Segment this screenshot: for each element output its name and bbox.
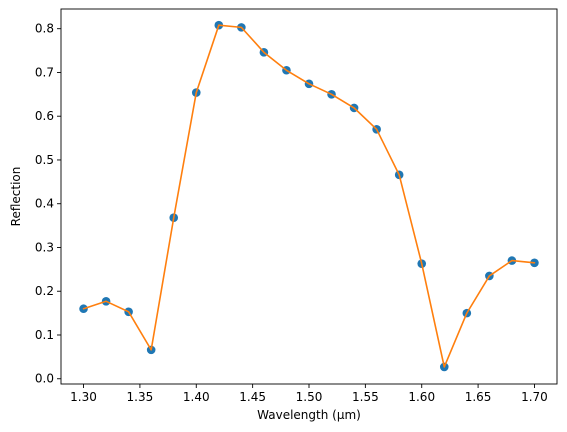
x-tick-label: 1.70 bbox=[521, 390, 548, 404]
x-axis: 1.30 1.35 1.40 1.45 1.50 1.55 1.60 1.65 1.70 bbox=[70, 384, 548, 404]
plot-background bbox=[61, 9, 557, 384]
y-tick-label: 0.5 bbox=[35, 153, 54, 167]
y-tick-label: 0.8 bbox=[35, 22, 54, 36]
axes-frame bbox=[60, 8, 558, 385]
y-axis: 0.0 0.1 0.2 0.3 0.4 0.5 0.6 0.7 0.8 bbox=[35, 22, 61, 386]
x-tick-label: 1.60 bbox=[408, 390, 435, 404]
x-tick-label: 1.65 bbox=[465, 390, 492, 404]
y-tick-label: 0.2 bbox=[35, 284, 54, 298]
plot-area bbox=[79, 20, 539, 372]
x-tick-label: 1.55 bbox=[352, 390, 379, 404]
x-tick-label: 1.30 bbox=[70, 390, 97, 404]
y-tick-label: 0.1 bbox=[35, 328, 54, 342]
y-axis-label: Reflection bbox=[9, 167, 23, 227]
x-tick-label: 1.45 bbox=[239, 390, 266, 404]
x-axis-label: Wavelength (µm) bbox=[257, 408, 361, 422]
y-tick-label: 0.3 bbox=[35, 240, 54, 254]
y-tick-label: 0.4 bbox=[35, 197, 54, 211]
x-tick-label: 1.35 bbox=[127, 390, 154, 404]
y-tick-label: 0.7 bbox=[35, 65, 54, 79]
series-line bbox=[82, 24, 536, 368]
x-tick-label: 1.40 bbox=[183, 390, 210, 404]
y-tick-label: 0.0 bbox=[35, 372, 54, 386]
y-tick-label: 0.6 bbox=[35, 109, 54, 123]
x-tick-label: 1.50 bbox=[296, 390, 323, 404]
